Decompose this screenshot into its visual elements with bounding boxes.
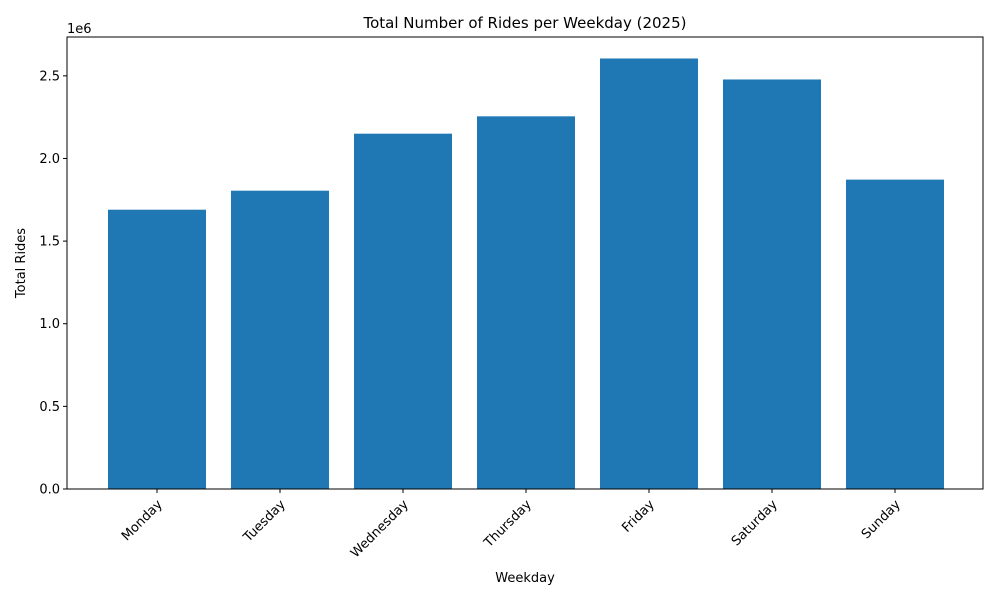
- y-tick-label: 1.5: [39, 235, 60, 250]
- x-axis-label: Weekday: [495, 571, 555, 586]
- x-tick-label: Thursday: [481, 497, 535, 551]
- bars-group: [108, 58, 944, 490]
- x-tick-label: Sunday: [859, 497, 904, 542]
- y-tick-label: 2.5: [39, 69, 60, 84]
- x-tick-label: Saturday: [729, 497, 781, 549]
- y-tick-label: 0.0: [39, 483, 60, 498]
- x-tick-label: Wednesday: [348, 497, 412, 561]
- bar-wednesday: [354, 133, 452, 490]
- y-tick-label: 1.0: [39, 317, 60, 332]
- x-tick-label: Tuesday: [240, 497, 289, 546]
- bar-thursday: [477, 116, 575, 489]
- bar-monday: [108, 209, 206, 489]
- x-tick-label: Friday: [619, 497, 658, 536]
- bar-friday: [600, 58, 698, 489]
- y-ticks-group: 0.0 0.5 1.0 1.5 2.0 2.5: [39, 69, 67, 498]
- x-ticks-group: Monday Tuesday Wednesday Thursday Friday Satu…: [119, 489, 904, 561]
- y-tick-label: 2.0: [39, 152, 60, 167]
- y-axis-label: Total Rides: [14, 228, 29, 299]
- x-tick-label: Monday: [119, 497, 166, 544]
- bar-sunday: [846, 179, 944, 489]
- y-offset-label: 1e6: [67, 22, 92, 37]
- chart-title: Total Number of Rides per Weekday (2025): [363, 14, 687, 32]
- plot-frame: [66, 36, 984, 490]
- y-tick-label: 0.5: [39, 400, 60, 415]
- bar-tuesday: [231, 190, 329, 489]
- bar-saturday: [723, 79, 821, 489]
